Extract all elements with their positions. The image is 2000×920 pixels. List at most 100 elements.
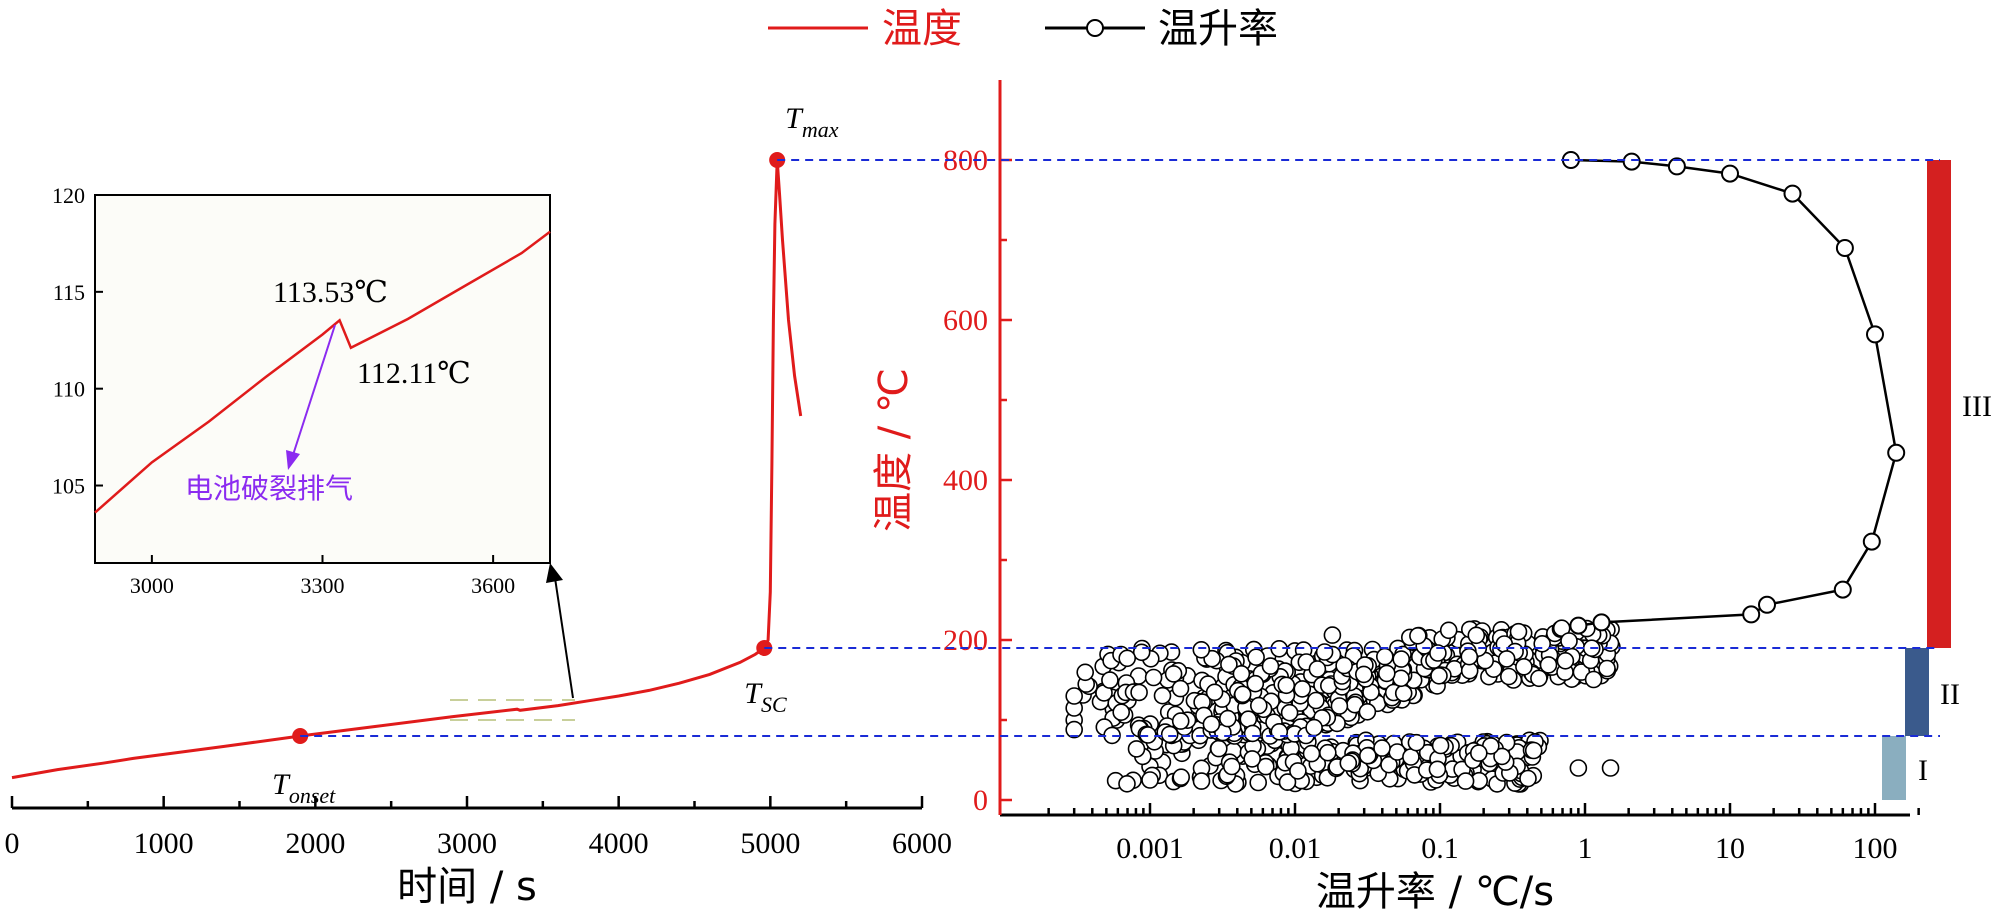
cloud-point [1118, 649, 1136, 668]
right-x-tick-label: 10 [1715, 832, 1745, 865]
cloud-point [1277, 676, 1296, 695]
cloud-point [1249, 773, 1267, 792]
rate-point [1866, 325, 1884, 344]
region-bar-II [1905, 648, 1929, 736]
cloud-point [1141, 771, 1159, 789]
reference-lines [300, 159, 1940, 737]
cloud-point [1409, 626, 1427, 645]
right-x-tick-label: 1 [1578, 832, 1593, 865]
inset-y-tick-label: 105 [52, 474, 85, 499]
cloud-point [1223, 757, 1241, 776]
cloud-point [1192, 640, 1211, 659]
cloud-point [1556, 651, 1575, 670]
right-x-tick-label: 0.01 [1269, 832, 1322, 865]
cloud-point [1130, 683, 1148, 702]
inset-peak-label: 113.53℃ [273, 276, 388, 309]
inset-x-tick-label: 3600 [471, 573, 515, 598]
cloud-point [1153, 686, 1172, 705]
region-label-II: II [1940, 678, 1960, 711]
region-bar-I [1882, 736, 1906, 800]
right-y-tick-label: 200 [943, 624, 988, 657]
right-x-tick-label: 0.1 [1421, 832, 1459, 865]
cloud-point [1065, 687, 1083, 705]
cloud-point [1219, 709, 1237, 728]
inset-event-label: 电池破裂排气 [185, 472, 353, 505]
left-x-ticks: 0 1000 2000 3000 4000 5000 6000 [5, 796, 952, 860]
inset-ticks: 3000 3300 3600 105 110 115 120 [52, 183, 515, 598]
legend-temp-label: 温度 [882, 6, 962, 52]
cloud-point [1220, 655, 1238, 674]
legend: 温度 温升率 [768, 6, 1278, 52]
cloud-point [1598, 659, 1616, 678]
rate-points [1561, 151, 1906, 635]
cloud-point [1524, 741, 1543, 760]
left-x-tick-label: 6000 [892, 827, 952, 860]
rate-point [1862, 532, 1881, 551]
cloud-point [1210, 739, 1228, 758]
cloud-point [1172, 768, 1190, 787]
inset-y-tick-label: 120 [52, 183, 85, 208]
cloud-point [1132, 643, 1151, 662]
cloud-point [1470, 744, 1488, 762]
cloud-point [1533, 634, 1551, 653]
cloud-point [1319, 743, 1337, 762]
legend-rate-label: 温升率 [1158, 6, 1278, 52]
rate-point [1742, 605, 1761, 624]
cloud-point [1192, 772, 1211, 790]
left-x-tick-label: 3000 [437, 827, 497, 860]
rate-point [1569, 616, 1588, 635]
right-x-tick-label: 100 [1853, 832, 1898, 865]
cloud-point [1302, 744, 1321, 763]
left-x-axis-title: 时间 / s [397, 864, 537, 910]
cloud-point [1127, 740, 1146, 758]
cloud-point [1431, 736, 1450, 755]
cloud-point [1519, 769, 1537, 788]
cloud-point [1315, 643, 1334, 661]
inset-valley-label: 112.11℃ [357, 357, 471, 390]
cloud-point [1467, 626, 1486, 645]
cloud-point [1373, 739, 1391, 757]
cloud-point [1261, 657, 1280, 675]
right-y-tick-label: 400 [943, 464, 988, 497]
cloud-point [1305, 718, 1323, 737]
cloud-point [1530, 669, 1548, 688]
cloud-point [1430, 666, 1448, 685]
right-y-tick-label: 0 [973, 784, 988, 817]
label-T-SC: TSC [744, 677, 787, 717]
cloud-point [1164, 665, 1183, 683]
zoom-arrow-head [546, 563, 563, 583]
cloud-point [1539, 656, 1558, 674]
cloud-point [1205, 683, 1224, 702]
cloud-point [1392, 650, 1410, 668]
inset-x-tick-label: 3000 [130, 573, 174, 598]
legend-rate-marker [1086, 19, 1104, 37]
label-T-sub: max [802, 117, 839, 142]
cloud-point [1270, 722, 1289, 741]
cloud-point [1500, 667, 1518, 686]
cloud-point [1428, 760, 1447, 779]
inset-y-tick-label: 110 [53, 377, 85, 402]
cloud-point [1160, 725, 1179, 744]
label-T-main: T [744, 677, 763, 710]
zoom-arrow-line [554, 577, 574, 699]
cloud-point [1569, 759, 1588, 777]
right-x-tick-label: 0.001 [1116, 832, 1184, 865]
cloud-point [1202, 715, 1221, 734]
region-label-III: III [1962, 390, 1992, 423]
cloud-point [1308, 660, 1327, 678]
cloud-point [1456, 772, 1475, 790]
right-x-axis-title: 温升率 / ℃/s [1316, 869, 1554, 915]
cloud-point [1359, 746, 1377, 765]
cloud-point [1243, 724, 1262, 743]
right-y-tick-label: 600 [943, 304, 988, 337]
cloud-point [1323, 626, 1342, 644]
label-T-max: Tmax [785, 102, 839, 142]
cloud-point [1101, 671, 1119, 689]
cloud-point [1330, 697, 1349, 715]
cloud-point [1289, 762, 1307, 780]
cloud-point [1560, 632, 1578, 650]
cloud-point [1247, 648, 1265, 667]
